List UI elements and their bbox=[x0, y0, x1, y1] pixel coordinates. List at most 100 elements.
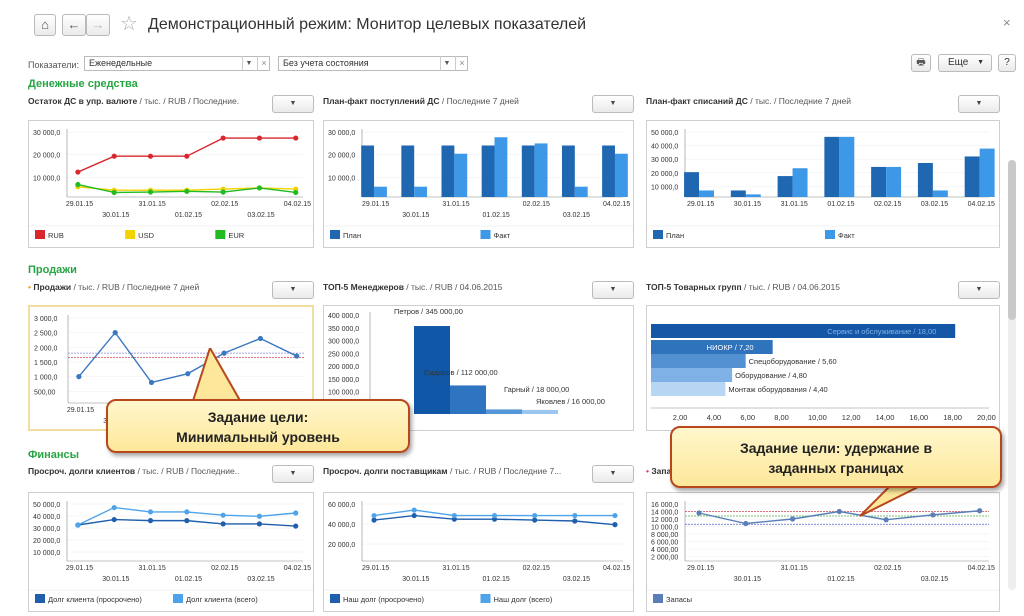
star-icon[interactable]: ☆ bbox=[120, 13, 138, 35]
arrow-right-icon: → bbox=[91, 17, 105, 32]
chart-menu-button[interactable]: ▼ bbox=[592, 281, 634, 299]
bar bbox=[964, 156, 980, 197]
x-tick-label: 02.02.15 bbox=[874, 201, 901, 208]
x-tick-label: 12,00 bbox=[842, 413, 861, 422]
home-button[interactable]: ⌂ bbox=[34, 14, 56, 36]
close-icon[interactable]: × bbox=[1003, 15, 1011, 30]
chart-panel[interactable]: 50 000,0 40 000,0 30 000,0 20 000,0 10 000,0… bbox=[646, 120, 1000, 248]
chart-title-sub: / тыс. / Последние 7 дней bbox=[747, 96, 852, 106]
help-button[interactable]: ? bbox=[998, 54, 1016, 72]
forward-button[interactable]: → bbox=[86, 14, 110, 36]
chart-menu-button[interactable]: ▼ bbox=[272, 465, 314, 483]
legend-label: RUB bbox=[48, 231, 64, 240]
x-tick-label: 03.02.15 bbox=[921, 201, 948, 208]
chart-title-main: План-факт списаний ДС bbox=[646, 96, 748, 106]
dropdown-icon[interactable]: ▼ bbox=[440, 56, 453, 71]
y-tick-label: 40 000,0 bbox=[651, 144, 678, 151]
chart-title: ТОП-5 Товарных групп / тыс. / RUB / 04.0… bbox=[646, 282, 950, 292]
legend-label: Факт bbox=[494, 231, 511, 240]
x-tick-label: 30.01.15 bbox=[102, 212, 129, 219]
filter-label: Показатели: bbox=[28, 60, 79, 70]
x-tick-label: 02.02.15 bbox=[523, 565, 550, 572]
help-label: ? bbox=[1004, 57, 1010, 68]
chart-title: Остаток ДС в упр. валюте / тыс. / RUB / … bbox=[28, 96, 264, 106]
chart-svg: 50 000,0 40 000,0 30 000,0 20 000,0 10 000,0… bbox=[647, 129, 999, 240]
back-button[interactable]: ← bbox=[62, 14, 86, 36]
x-tick-label: 29.01.15 bbox=[362, 565, 389, 572]
chart-panel[interactable]: 16 000,0 14 000,0 12 000,0 10 000,0 8 000,00… bbox=[646, 492, 1000, 612]
y-tick-label: 30 000,0 bbox=[33, 526, 60, 533]
x-tick-label: 14,00 bbox=[876, 413, 895, 422]
x-tick-label: 02.02.15 bbox=[211, 565, 238, 572]
y-tick-label: 300 000,0 bbox=[328, 339, 359, 346]
chart-panel[interactable]: 60 000,0 40 000,0 20 000,0 29.01.15 30.01.15… bbox=[323, 492, 634, 612]
clear-icon[interactable]: × bbox=[257, 56, 270, 71]
chart-panel[interactable]: 50 000,0 40 000,0 30 000,0 20 000,0 10 000,0… bbox=[28, 492, 314, 612]
dropdown-icon[interactable]: ▼ bbox=[242, 56, 255, 71]
x-tick-label: 04.02.15 bbox=[603, 565, 630, 572]
x-tick-label: 01.02.15 bbox=[827, 201, 854, 208]
data-point bbox=[451, 516, 457, 522]
y-tick-label: 400 000,0 bbox=[328, 313, 359, 320]
chart-menu-button[interactable]: ▼ bbox=[272, 281, 314, 299]
arrow-left-icon: ← bbox=[67, 17, 81, 32]
y-tick-label: 1 500,0 bbox=[34, 360, 57, 367]
y-tick-label: 20 000,0 bbox=[33, 153, 60, 160]
data-label: Сервис и обслуживание / 18,00 bbox=[827, 327, 936, 336]
bar bbox=[401, 145, 415, 197]
x-tick-label: 31.01.15 bbox=[139, 565, 166, 572]
legend-swatch bbox=[480, 594, 491, 603]
legend-label: Факт bbox=[838, 231, 855, 240]
chart-title-main: Просроч. долги клиентов bbox=[28, 466, 136, 476]
chart-svg: 30 000,0 20 000,0 10 000,0 29.01.15 30.01.15… bbox=[29, 129, 313, 240]
bar bbox=[730, 190, 746, 197]
chart-panel[interactable]: 30 000,0 20 000,0 10 000,0 29.01.15 30.01.15… bbox=[28, 120, 314, 248]
period-value: Еженедельные bbox=[89, 58, 153, 68]
x-tick-label: 01.02.15 bbox=[483, 212, 510, 219]
chart-menu-button[interactable]: ▼ bbox=[592, 95, 634, 113]
y-tick-label: 50 000,0 bbox=[33, 502, 60, 509]
bar bbox=[871, 166, 887, 197]
legend-label: Долг клиента (всего) bbox=[186, 595, 258, 604]
chart-title-sub: / тыс. / RUB / 04.06.2015 bbox=[403, 282, 503, 292]
data-point bbox=[220, 135, 226, 141]
bar bbox=[414, 186, 428, 197]
chart-menu-button[interactable]: ▼ bbox=[958, 281, 1000, 299]
y-tick-label: 500,00 bbox=[34, 389, 56, 396]
chart-title: • Продажи / тыс. / RUB / Последние 7 дне… bbox=[28, 282, 264, 292]
scrollbar-thumb[interactable] bbox=[1008, 160, 1016, 320]
chart-title-sub: / тыс. / RUB / Последние. bbox=[137, 96, 240, 106]
print-button[interactable]: 🖶 bbox=[911, 54, 931, 72]
bar bbox=[481, 145, 495, 197]
data-point bbox=[220, 512, 226, 518]
data-point bbox=[184, 188, 190, 194]
home-icon: ⌂ bbox=[41, 17, 49, 32]
legend-swatch bbox=[173, 594, 183, 603]
x-tick-label: 02.02.15 bbox=[874, 565, 901, 572]
chart-menu-button[interactable]: ▼ bbox=[592, 465, 634, 483]
chart-menu-button[interactable]: ▼ bbox=[272, 95, 314, 113]
y-tick-label: 40 000,0 bbox=[328, 522, 355, 529]
legend-swatch bbox=[653, 230, 663, 239]
period-select[interactable]: Еженедельные ▼ × bbox=[84, 56, 270, 71]
scrollbar[interactable] bbox=[1008, 160, 1016, 590]
x-tick-label: 01.02.15 bbox=[827, 576, 854, 583]
chart-menu-button[interactable]: ▼ bbox=[958, 95, 1000, 113]
x-tick-label: 29.01.15 bbox=[67, 407, 94, 414]
data-point bbox=[572, 518, 578, 524]
data-point bbox=[411, 512, 417, 519]
state-select[interactable]: Без учета состояния ▼ × bbox=[278, 56, 468, 71]
clear-icon[interactable]: × bbox=[455, 56, 468, 71]
data-point bbox=[75, 181, 81, 188]
y-tick-label: 30 000,0 bbox=[651, 157, 678, 164]
data-point bbox=[257, 335, 264, 342]
x-tick-label: 31.01.15 bbox=[442, 565, 469, 572]
legend-label: USD bbox=[138, 231, 154, 240]
callout-line: Минимальный уровень bbox=[176, 429, 340, 445]
legend-label: План bbox=[666, 231, 684, 240]
chart-panel[interactable]: 30 000,0 20 000,0 10 000,0 29.01.15 30.01.15… bbox=[323, 120, 634, 248]
chart-panel[interactable]: Сервис и обслуживание / 18,00 НИОКР / 7,2… bbox=[646, 305, 1000, 431]
more-button[interactable]: Еще ▼ bbox=[938, 54, 992, 72]
data-point bbox=[743, 520, 749, 527]
x-tick-label: 02.02.15 bbox=[211, 201, 238, 208]
